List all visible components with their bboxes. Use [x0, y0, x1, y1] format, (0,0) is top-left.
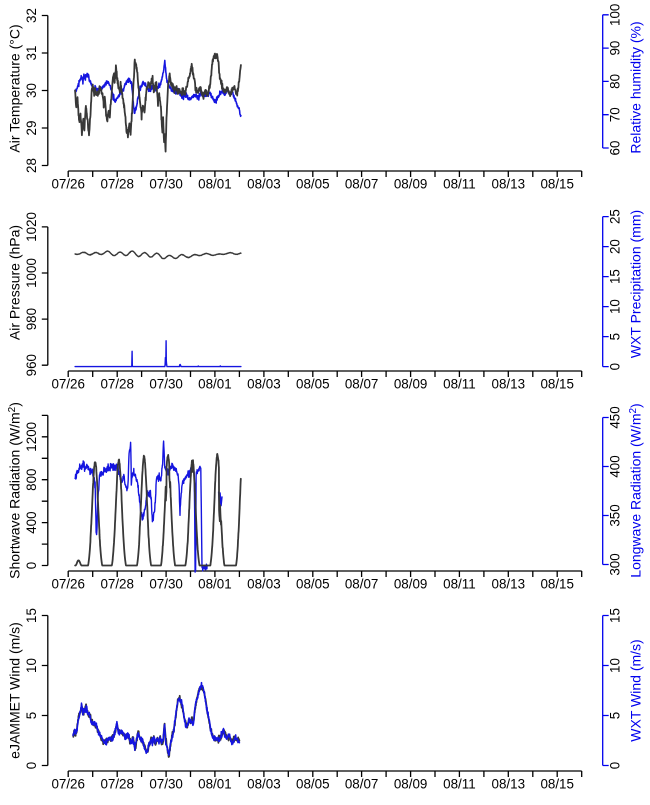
- svg-text:0: 0: [608, 762, 623, 769]
- svg-text:08/01: 08/01: [198, 577, 232, 592]
- svg-text:800: 800: [24, 469, 39, 491]
- svg-text:90: 90: [608, 41, 623, 56]
- svg-text:WXT Wind (m/s): WXT Wind (m/s): [628, 639, 644, 741]
- svg-text:1000: 1000: [24, 258, 39, 288]
- svg-text:08/11: 08/11: [443, 577, 476, 592]
- svg-text:07/30: 07/30: [149, 777, 183, 792]
- svg-text:10: 10: [608, 658, 623, 673]
- svg-text:400: 400: [608, 455, 623, 477]
- svg-text:08/15: 08/15: [540, 177, 574, 192]
- svg-text:15: 15: [608, 269, 623, 284]
- svg-text:08/15: 08/15: [540, 577, 574, 592]
- svg-text:07/26: 07/26: [51, 577, 85, 592]
- svg-text:08/09: 08/09: [394, 777, 428, 792]
- svg-text:07/26: 07/26: [51, 377, 85, 392]
- svg-text:350: 350: [608, 504, 623, 526]
- svg-text:25: 25: [608, 209, 623, 224]
- svg-text:0: 0: [24, 762, 39, 769]
- svg-text:0: 0: [608, 363, 623, 370]
- svg-text:80: 80: [608, 74, 623, 89]
- svg-text:1200: 1200: [24, 422, 39, 452]
- svg-text:08/15: 08/15: [540, 377, 574, 392]
- svg-text:0: 0: [24, 562, 39, 569]
- svg-text:Air Pressure (hPa): Air Pressure (hPa): [7, 225, 23, 340]
- svg-text:08/01: 08/01: [198, 777, 232, 792]
- svg-text:10: 10: [608, 299, 623, 314]
- svg-text:08/07: 08/07: [345, 377, 379, 392]
- svg-text:eJAMMET Wind (m/s): eJAMMET Wind (m/s): [7, 622, 23, 759]
- svg-text:5: 5: [608, 712, 623, 719]
- svg-text:07/28: 07/28: [100, 177, 134, 192]
- svg-text:08/05: 08/05: [296, 777, 330, 792]
- svg-text:960: 960: [24, 354, 39, 376]
- svg-text:28: 28: [24, 158, 39, 173]
- svg-text:450: 450: [608, 406, 623, 428]
- svg-text:32: 32: [24, 8, 39, 23]
- svg-text:980: 980: [24, 308, 39, 330]
- svg-text:08/05: 08/05: [296, 177, 330, 192]
- svg-text:08/13: 08/13: [492, 777, 526, 792]
- svg-text:31: 31: [24, 46, 39, 61]
- svg-text:07/26: 07/26: [51, 777, 85, 792]
- svg-text:29: 29: [24, 121, 39, 136]
- svg-text:08/13: 08/13: [492, 377, 526, 392]
- svg-text:Shortwave Radiation (W/m2): Shortwave Radiation (W/m2): [7, 402, 23, 579]
- svg-text:07/30: 07/30: [149, 177, 183, 192]
- svg-text:10: 10: [24, 658, 39, 673]
- svg-text:08/01: 08/01: [198, 377, 232, 392]
- svg-text:08/11: 08/11: [443, 177, 476, 192]
- svg-text:WXT Precipitation (mm): WXT Precipitation (mm): [628, 210, 644, 358]
- svg-text:15: 15: [608, 608, 623, 623]
- svg-text:08/11: 08/11: [443, 377, 476, 392]
- svg-text:08/07: 08/07: [345, 577, 379, 592]
- svg-text:100: 100: [608, 4, 623, 26]
- svg-text:08/05: 08/05: [296, 577, 330, 592]
- svg-text:08/13: 08/13: [492, 577, 526, 592]
- svg-text:15: 15: [24, 608, 39, 623]
- svg-text:08/03: 08/03: [247, 377, 281, 392]
- svg-text:300: 300: [608, 553, 623, 575]
- svg-text:08/01: 08/01: [198, 177, 232, 192]
- svg-text:Longwave Radiation (W/m2): Longwave Radiation (W/m2): [628, 403, 644, 577]
- svg-text:08/03: 08/03: [247, 777, 281, 792]
- svg-text:08/05: 08/05: [296, 377, 330, 392]
- svg-text:07/28: 07/28: [100, 577, 134, 592]
- svg-text:60: 60: [608, 141, 623, 156]
- svg-text:08/09: 08/09: [394, 177, 428, 192]
- svg-text:Relative humidity (%): Relative humidity (%): [628, 21, 644, 153]
- svg-text:5: 5: [24, 712, 39, 719]
- svg-text:08/03: 08/03: [247, 577, 281, 592]
- svg-text:08/09: 08/09: [394, 577, 428, 592]
- svg-text:07/28: 07/28: [100, 777, 134, 792]
- svg-text:Air Temperature (°C): Air Temperature (°C): [7, 24, 23, 152]
- svg-text:07/30: 07/30: [149, 377, 183, 392]
- svg-text:1020: 1020: [24, 212, 39, 242]
- svg-text:07/28: 07/28: [100, 377, 134, 392]
- svg-text:08/07: 08/07: [345, 177, 379, 192]
- svg-text:08/11: 08/11: [443, 777, 476, 792]
- svg-text:30: 30: [24, 83, 39, 98]
- svg-text:08/07: 08/07: [345, 777, 379, 792]
- svg-text:08/13: 08/13: [492, 177, 526, 192]
- svg-text:07/30: 07/30: [149, 577, 183, 592]
- svg-text:07/26: 07/26: [51, 177, 85, 192]
- svg-text:70: 70: [608, 107, 623, 122]
- svg-text:08/03: 08/03: [247, 177, 281, 192]
- svg-text:5: 5: [608, 333, 623, 340]
- svg-text:20: 20: [608, 239, 623, 254]
- svg-text:400: 400: [24, 511, 39, 533]
- svg-text:08/15: 08/15: [540, 777, 574, 792]
- svg-text:08/09: 08/09: [394, 377, 428, 392]
